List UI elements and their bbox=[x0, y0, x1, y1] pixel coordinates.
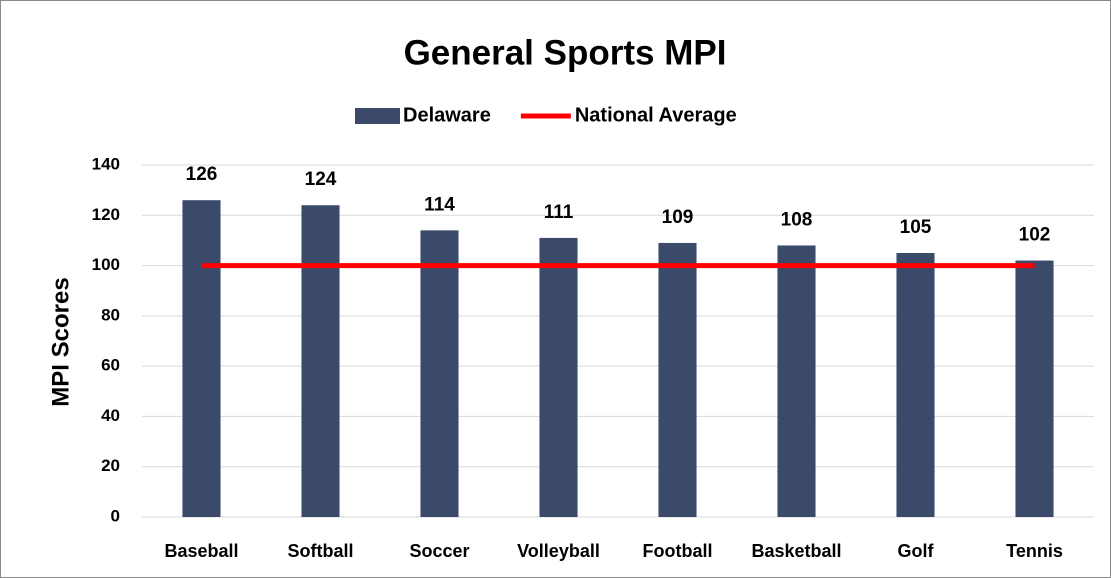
y-tick-label: 20 bbox=[101, 456, 120, 475]
data-label: 111 bbox=[544, 202, 574, 223]
x-tick-label: Baseball bbox=[164, 541, 238, 561]
data-label: 126 bbox=[186, 164, 218, 185]
y-tick-label: 0 bbox=[111, 506, 120, 525]
legend-label: National Average bbox=[575, 104, 737, 126]
bar bbox=[1015, 260, 1054, 517]
legend-swatch bbox=[355, 108, 400, 124]
bar bbox=[182, 200, 221, 517]
x-tick-label: Soccer bbox=[409, 541, 469, 561]
data-label: 114 bbox=[424, 194, 455, 215]
bar bbox=[301, 205, 340, 517]
y-axis-label: MPI Scores bbox=[47, 277, 74, 406]
x-tick-label: Softball bbox=[288, 541, 354, 561]
bar bbox=[539, 237, 578, 517]
bar bbox=[777, 245, 816, 517]
x-tick-label: Golf bbox=[898, 541, 935, 561]
y-tick-label: 100 bbox=[92, 255, 120, 274]
data-label: 102 bbox=[1019, 225, 1051, 246]
x-tick-label: Basketball bbox=[751, 541, 841, 561]
x-tick-label: Volleyball bbox=[517, 541, 600, 561]
legend-label: Delaware bbox=[403, 104, 491, 126]
data-label: 109 bbox=[662, 207, 694, 228]
data-label: 124 bbox=[305, 169, 337, 190]
x-tick-label: Football bbox=[643, 541, 713, 561]
y-tick-label: 140 bbox=[92, 154, 120, 173]
y-tick-label: 60 bbox=[101, 356, 120, 375]
data-label: 105 bbox=[900, 217, 932, 238]
y-tick-label: 80 bbox=[101, 305, 120, 324]
y-tick-label: 40 bbox=[101, 406, 120, 425]
bar bbox=[420, 230, 459, 517]
x-tick-label: Tennis bbox=[1006, 541, 1063, 561]
y-tick-label: 120 bbox=[92, 205, 120, 224]
chart-title: General Sports MPI bbox=[404, 33, 727, 72]
bar bbox=[658, 242, 697, 517]
bar bbox=[896, 253, 935, 517]
data-label: 108 bbox=[781, 209, 813, 230]
